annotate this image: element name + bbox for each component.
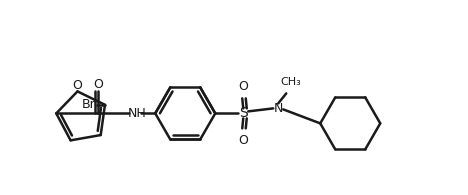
Text: N: N xyxy=(274,102,283,115)
Text: O: O xyxy=(93,78,103,91)
Text: CH₃: CH₃ xyxy=(280,77,300,87)
Text: Br: Br xyxy=(82,98,96,111)
Text: O: O xyxy=(238,134,248,147)
Text: O: O xyxy=(73,79,82,92)
Text: NH: NH xyxy=(128,107,146,120)
Text: O: O xyxy=(238,80,248,93)
Text: S: S xyxy=(239,106,248,120)
